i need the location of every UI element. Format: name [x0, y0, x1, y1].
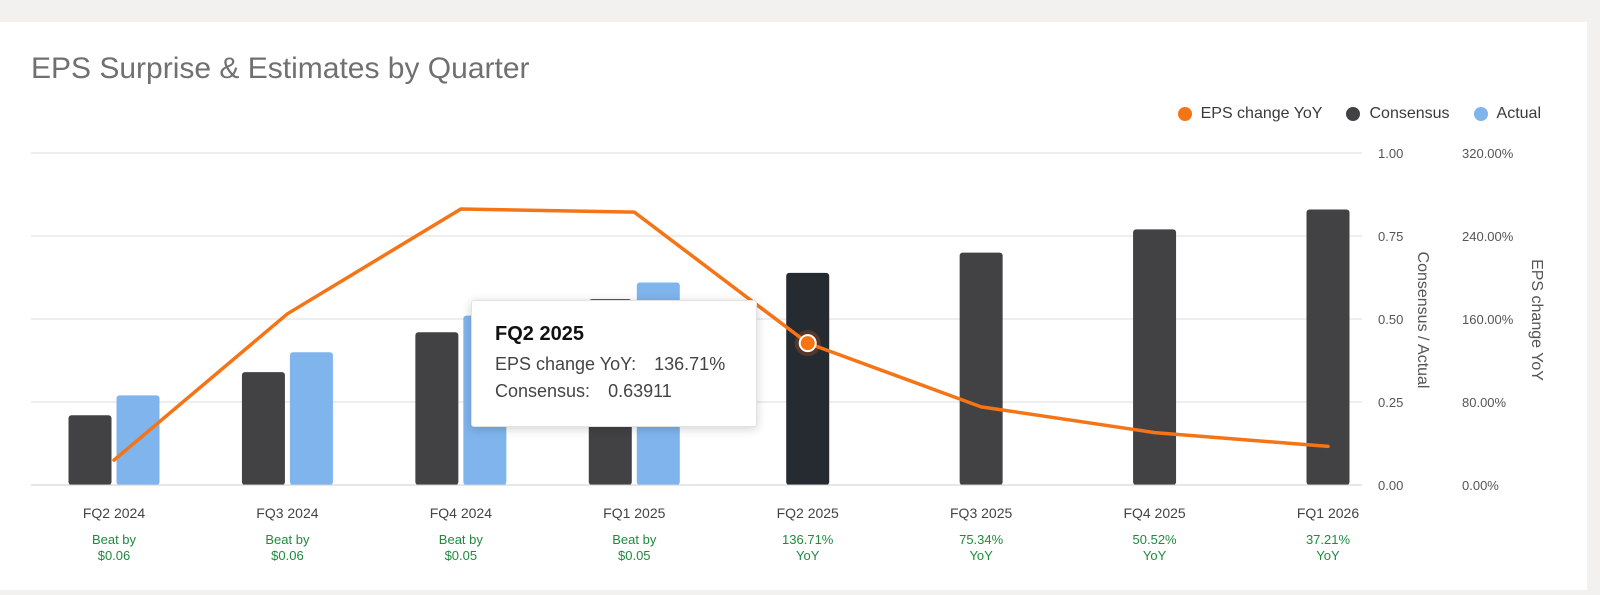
legend-swatch-consensus [1346, 107, 1361, 121]
tooltip-label: Consensus: [495, 381, 591, 401]
chart-title: EPS Surprise & Estimates by Quarter [31, 52, 530, 85]
bar-consensus[interactable] [786, 272, 830, 485]
bar-consensus[interactable] [1133, 229, 1177, 485]
legend-label-eps-change: EPS change YoY [1200, 105, 1323, 122]
y-left-tick-label: 0.00 [1378, 478, 1403, 493]
surprise-note-line1: 75.34% [959, 532, 1004, 547]
legend: EPS change YoY Consensus Actual [1177, 105, 1541, 123]
y-right-tick-label: 240.00% [1462, 229, 1514, 244]
surprise-note-line1: Beat by [612, 532, 657, 547]
x-tick-label: FQ4 2025 [1123, 505, 1185, 521]
x-tick-label: FQ1 2026 [1297, 505, 1359, 521]
y-right-tick-label: 320.00% [1462, 146, 1514, 161]
y-right-tick-label: 160.00% [1462, 312, 1514, 327]
bar-consensus[interactable] [68, 415, 112, 485]
y-right-tick-label: 80.00% [1462, 395, 1507, 410]
legend-swatch-actual [1473, 107, 1488, 121]
surprise-note-line1: 50.52% [1133, 532, 1178, 547]
y-left-tick-label: 1.00 [1378, 146, 1403, 161]
legend-item-eps-change[interactable]: EPS change YoY [1177, 105, 1323, 123]
tooltip-row-eps-change: EPS change YoY: 136.71% [495, 354, 756, 375]
y-left-tick-label: 0.25 [1378, 395, 1403, 410]
legend-label-actual: Actual [1496, 105, 1541, 122]
y-left-tick-label: 0.75 [1378, 229, 1403, 244]
surprise-note-line1: Beat by [439, 532, 484, 547]
surprise-note-line2: $0.05 [618, 548, 651, 563]
bar-actual[interactable] [289, 352, 333, 485]
surprise-note-line2: $0.06 [98, 548, 131, 563]
surprise-note-line1: Beat by [92, 532, 137, 547]
tooltip-row-consensus: Consensus: 0.63911 [495, 381, 756, 402]
bar-consensus[interactable] [959, 252, 1003, 485]
legend-item-actual[interactable]: Actual [1473, 105, 1541, 123]
tooltip-title: FQ2 2025 [495, 323, 584, 345]
tooltip-value: 136.71% [654, 354, 726, 374]
tooltip-value: 0.63911 [608, 381, 672, 401]
surprise-note-line1: 37.21% [1306, 532, 1351, 547]
tooltip-label: EPS change YoY: [495, 354, 637, 374]
chart-tooltip: FQ2 2025 EPS change YoY: 136.71% Consensu… [471, 300, 757, 427]
surprise-note-line2: YoY [969, 548, 993, 563]
surprise-note-line2: YoY [796, 548, 820, 563]
y-left-tick-label: 0.50 [1378, 312, 1403, 327]
y-left-axis-title: Consensus / Actual [1414, 252, 1431, 389]
surprise-note-line1: Beat by [265, 532, 310, 547]
x-tick-label: FQ1 2025 [603, 505, 665, 521]
series-line-eps-change [112, 207, 1330, 462]
y-right-tick-label: 0.00% [1462, 478, 1499, 493]
y-right-axis-title: EPS change YoY [1528, 259, 1545, 381]
legend-label-consensus: Consensus [1369, 105, 1450, 122]
surprise-note-line2: YoY [1316, 548, 1340, 563]
surprise-note-line2: $0.06 [271, 548, 304, 563]
x-tick-label: FQ4 2024 [430, 505, 492, 521]
bar-consensus[interactable] [415, 332, 459, 485]
surprise-note-line2: YoY [1143, 548, 1167, 563]
bar-consensus[interactable] [241, 372, 285, 485]
bar-consensus[interactable] [1306, 209, 1350, 485]
point-eps-change-highlight[interactable] [798, 334, 817, 353]
x-tick-label: FQ3 2024 [256, 505, 318, 521]
surprise-note-line1: 136.71% [782, 532, 834, 547]
x-tick-label: FQ3 2025 [950, 505, 1012, 521]
x-tick-label: FQ2 2025 [777, 505, 839, 521]
x-tick-label: FQ2 2024 [83, 505, 145, 521]
legend-item-consensus[interactable]: Consensus [1346, 105, 1450, 123]
legend-swatch-eps-change [1177, 107, 1192, 121]
surprise-note-line2: $0.05 [445, 548, 478, 563]
